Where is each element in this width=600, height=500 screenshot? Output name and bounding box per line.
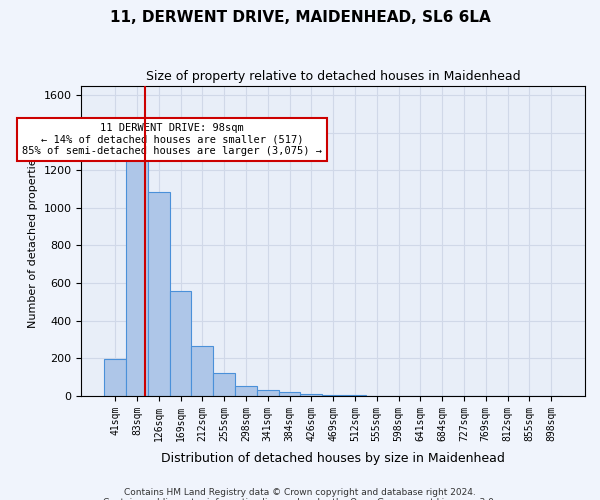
Bar: [235, 386, 257, 396]
Bar: [126, 155, 148, 396]
Bar: [322, 395, 344, 396]
Bar: [104, 359, 126, 396]
Text: 11, DERWENT DRIVE, MAIDENHEAD, SL6 6LA: 11, DERWENT DRIVE, MAIDENHEAD, SL6 6LA: [110, 10, 490, 25]
Bar: [278, 392, 301, 396]
Y-axis label: Number of detached properties: Number of detached properties: [28, 153, 38, 328]
Bar: [257, 390, 278, 396]
Bar: [191, 346, 213, 396]
Bar: [148, 192, 170, 396]
Text: Contains public sector information licensed under the Open Government Licence v3: Contains public sector information licen…: [103, 498, 497, 500]
Text: Contains HM Land Registry data © Crown copyright and database right 2024.: Contains HM Land Registry data © Crown c…: [124, 488, 476, 497]
X-axis label: Distribution of detached houses by size in Maidenhead: Distribution of detached houses by size …: [161, 452, 505, 465]
Bar: [213, 374, 235, 396]
Title: Size of property relative to detached houses in Maidenhead: Size of property relative to detached ho…: [146, 70, 520, 83]
Bar: [301, 394, 322, 396]
Bar: [170, 290, 191, 396]
Text: 11 DERWENT DRIVE: 98sqm
← 14% of detached houses are smaller (517)
85% of semi-d: 11 DERWENT DRIVE: 98sqm ← 14% of detache…: [22, 123, 322, 156]
